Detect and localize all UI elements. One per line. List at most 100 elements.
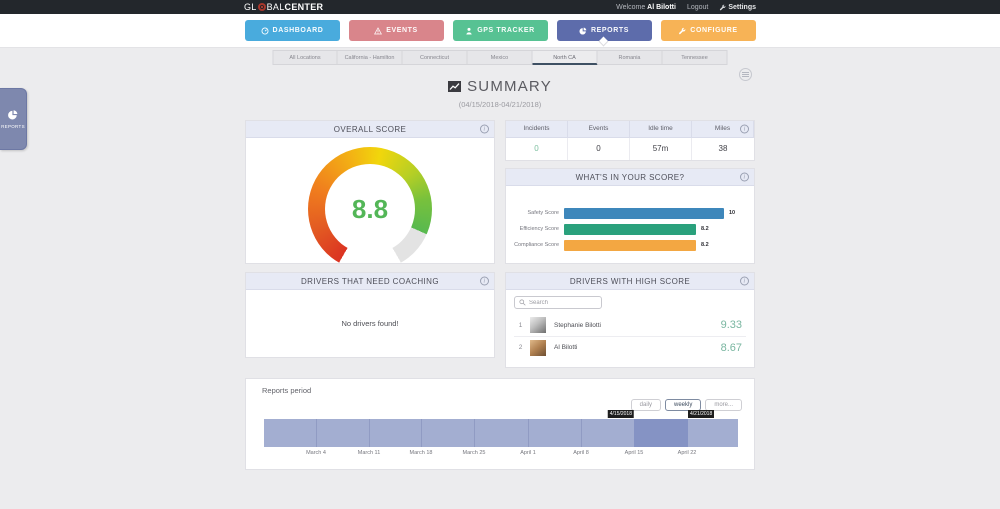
stat-value-incidents: 0: [506, 138, 568, 160]
axis-label: April 15: [624, 450, 644, 456]
nav-configure-button[interactable]: CONFIGURE: [660, 20, 756, 41]
search-input[interactable]: [529, 299, 595, 306]
driver-row-2[interactable]: 2 Al Bilotti 8.67: [514, 336, 746, 358]
range-end-tooltip: 4/21/2018: [688, 410, 715, 418]
score-breakdown-title: WHAT'S IN YOUR SCORE?: [575, 172, 685, 182]
compliance-score-bar: [564, 239, 696, 251]
period-controls: daily weekly more...: [630, 399, 742, 411]
nav-configure-label: CONFIGURE: [690, 27, 738, 34]
pie-chart-icon: [579, 27, 587, 35]
driver-rank: 1: [518, 321, 523, 329]
nav-events-button[interactable]: EVENTS: [348, 20, 444, 41]
chart-menu-button[interactable]: [739, 68, 752, 81]
compliance-score-label: Compliance Score: [514, 242, 559, 248]
gridline: [369, 419, 370, 447]
search-icon: [519, 299, 526, 306]
logo-target-icon: [257, 3, 266, 11]
stats-value-row: 0 0 57m 38: [506, 138, 754, 160]
coaching-card: DRIVERS THAT NEED COACHING No drivers fo…: [245, 272, 495, 358]
safety-score-label: Safety Score: [527, 210, 560, 216]
stat-header-idle-time: Idle time: [630, 121, 692, 137]
page-title: SUMMARY: [448, 78, 552, 95]
timeline-navigator[interactable]: 4/15/2018 4/21/2018: [264, 410, 738, 447]
tab-connecticut[interactable]: Connecticut: [402, 50, 468, 65]
driver-row-1[interactable]: 1 Stephanie Bilotti 9.33: [514, 314, 746, 336]
logout-link[interactable]: Logout: [686, 3, 709, 11]
reports-period-title: Reports period: [262, 386, 312, 395]
gridline: [421, 419, 422, 447]
warning-triangle-icon: [374, 26, 383, 34]
tab-california-hamilton[interactable]: California - Hamilton: [337, 50, 403, 65]
driver-avatar: [530, 317, 546, 333]
efficiency-score-bar: [564, 223, 696, 235]
axis-label: March 4: [306, 450, 326, 456]
active-nav-pointer: [598, 36, 609, 47]
coaching-header: DRIVERS THAT NEED COACHING: [246, 273, 494, 290]
daily-button[interactable]: daily: [630, 399, 661, 411]
primary-nav: DASHBOARD EVENTS GPS TRACKER REPORTS CON…: [0, 14, 1000, 48]
page-title-text: SUMMARY: [467, 78, 552, 95]
high-score-header: DRIVERS WITH HIGH SCORE: [506, 273, 754, 290]
score-gauge: 8.8: [308, 147, 432, 271]
nav-events-label: EVENTS: [386, 27, 418, 34]
settings-wrench-icon: [720, 4, 726, 10]
nav-gps-tracker-button[interactable]: GPS TRACKER: [452, 20, 548, 41]
info-icon[interactable]: [480, 124, 489, 134]
overall-score-card: OVERALL SCORE 8.8: [245, 120, 495, 271]
date-range: (04/15/2018-04/21/2018): [458, 100, 542, 109]
efficiency-score-value: 8.2: [701, 226, 709, 232]
gridline: [316, 419, 317, 447]
tab-tennessee[interactable]: Tennessee: [662, 50, 728, 65]
timeline-axis: March 4 March 11 March 18 March 25 April…: [264, 450, 738, 459]
pie-chart-icon: [8, 110, 18, 120]
axis-label: March 25: [462, 450, 486, 456]
person-pin-icon: [466, 27, 472, 35]
wrench-icon: [679, 27, 686, 34]
high-score-card: DRIVERS WITH HIGH SCORE 1 Stephanie Bilo…: [505, 272, 755, 368]
info-icon[interactable]: [740, 124, 749, 134]
reports-drawer-handle[interactable]: REPORTS: [0, 88, 27, 150]
tab-romania[interactable]: Romania: [597, 50, 663, 65]
nav-dashboard-button[interactable]: DASHBOARD: [244, 20, 340, 41]
score-breakdown-card: WHAT'S IN YOUR SCORE? Safety Score 10 Ef…: [505, 168, 755, 264]
drawer-label: REPORTS: [1, 124, 25, 129]
more-button[interactable]: more...: [705, 399, 742, 411]
nav-reports-button[interactable]: REPORTS: [556, 20, 652, 47]
axis-label: March 18: [409, 450, 433, 456]
driver-name: Stephanie Bilotti: [554, 321, 601, 329]
stats-strip: Incidents Events Idle time Miles 0 0 57m…: [505, 120, 755, 161]
username: Al Bilotti: [647, 3, 676, 11]
nav-reports-label: REPORTS: [590, 27, 630, 34]
info-icon[interactable]: [740, 276, 749, 286]
chart-icon: [448, 81, 462, 92]
tab-north-ca[interactable]: North CA: [532, 50, 598, 65]
safety-score-bar: [564, 207, 724, 219]
coaching-empty-message: No drivers found!: [341, 318, 399, 328]
tab-mexico[interactable]: Mexico: [467, 50, 533, 65]
selected-range-handle[interactable]: [634, 419, 688, 447]
range-start-tooltip: 4/15/2018: [607, 410, 634, 418]
summary-header: SUMMARY (04/15/2018-04/21/2018): [0, 78, 1000, 109]
dashboard-gauge-icon: [261, 27, 269, 34]
gridline: [581, 419, 582, 447]
score-bars: Safety Score 10 Efficiency Score 8.2 Com…: [506, 186, 754, 253]
driver-rank: 2: [518, 344, 523, 351]
settings-label: Settings: [728, 3, 756, 11]
gauge-value: 8.8: [351, 193, 389, 224]
main-content: All Locations California - Hamilton Conn…: [0, 48, 1000, 509]
stats-header-row: Incidents Events Idle time Miles: [506, 121, 754, 138]
score-row-compliance: Compliance Score 8.2: [506, 237, 754, 253]
logo[interactable]: GL BAL CENTER: [244, 2, 323, 12]
welcome-text: Welcome Al Bilotti: [616, 4, 676, 11]
axis-label: April 1: [520, 450, 536, 456]
high-score-body: 1 Stephanie Bilotti 9.33 2 Al Bilotti 8.…: [506, 290, 754, 358]
weekly-button[interactable]: weekly: [664, 399, 702, 411]
settings-link[interactable]: Settings: [719, 4, 756, 11]
location-tabs: All Locations California - Hamilton Conn…: [272, 50, 728, 65]
info-icon[interactable]: [480, 276, 489, 286]
score-row-efficiency: Efficiency Score 8.2: [506, 221, 754, 237]
tab-all-locations[interactable]: All Locations: [272, 50, 338, 65]
stat-value-events: 0: [568, 138, 630, 160]
info-icon[interactable]: [740, 172, 749, 182]
